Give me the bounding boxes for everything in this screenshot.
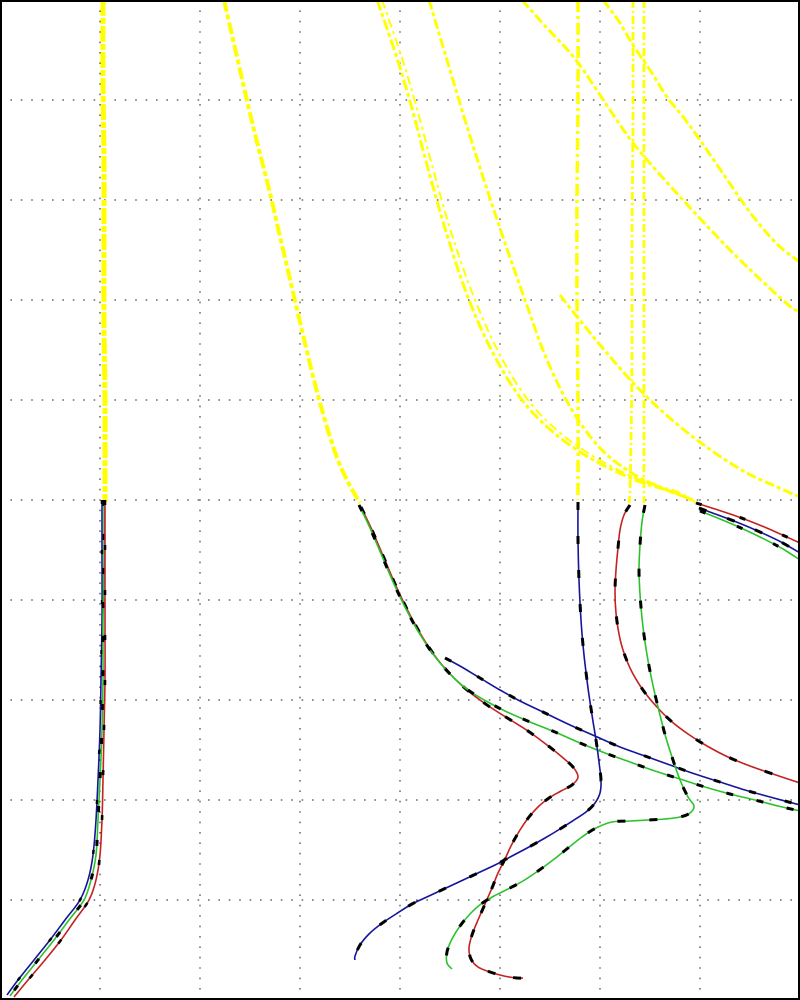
yellow-diagonal-1 (222, 0, 362, 505)
yellow-diagonal-2a (375, 0, 694, 503)
track-mid-red (360, 506, 579, 979)
yellow-diagonal-6 (558, 294, 800, 499)
track-right-green-hook-markers (444, 504, 696, 971)
track-mid-red-markers (359, 506, 580, 980)
track-mid-green (358, 504, 800, 812)
track-left-red-markers (12, 499, 107, 998)
yellow-diagonal-4 (520, 0, 800, 314)
track-left-green-markers (8, 499, 106, 997)
track-right-red-hook-markers (613, 504, 800, 785)
track-left-blue (6, 500, 103, 996)
track-vertical-blue-hook (353, 501, 602, 961)
yellow-vertical-3 (627, 0, 635, 504)
track-mid-green-markers (357, 504, 800, 813)
yellow-vertical-2 (575, 0, 580, 501)
track-mid-blue-diagonal (444, 657, 800, 806)
yellow-diagonal-2b (381, 0, 697, 504)
track-mid-blue-diagonal-markers (444, 656, 800, 807)
track-trio-green (699, 510, 800, 561)
track-trio-red (695, 502, 800, 544)
track-left-blue-markers (5, 500, 104, 996)
track-right-red-hook (614, 504, 800, 784)
track-right-green-hook (445, 504, 695, 970)
track-vertical-blue-hook-markers (353, 501, 603, 961)
yellow-diagonal-5 (601, 0, 800, 264)
track-trio-red-markers (695, 501, 800, 545)
track-trio-blue-markers (698, 506, 800, 555)
track-left-red (13, 499, 106, 998)
yellow-vertical-left (100, 0, 108, 502)
yellow-diagonal-3 (427, 0, 694, 502)
track-trio-blue (698, 507, 800, 554)
track-left-green (9, 499, 105, 997)
